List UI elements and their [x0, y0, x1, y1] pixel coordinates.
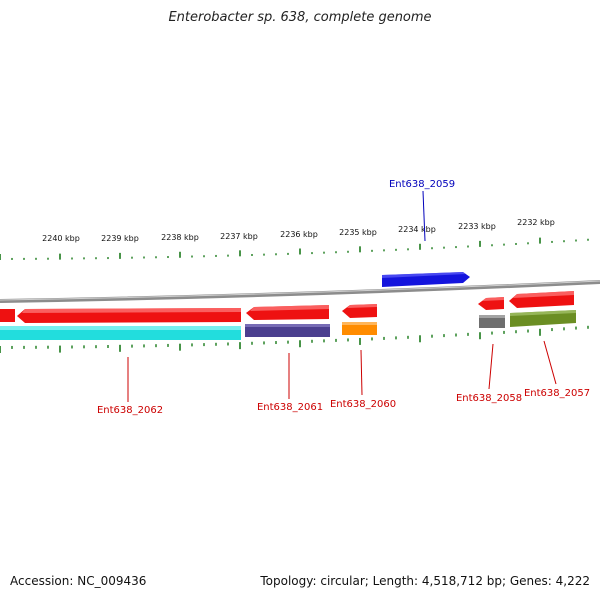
map-title: Enterobacter sp. 638, complete genome	[168, 10, 432, 25]
scale-label-2236: 2236 kbp	[280, 230, 318, 239]
gene-label-ent638-2061[interactable]: Ent638_2061	[257, 402, 323, 413]
cds-bar-ent638-2060[interactable]	[342, 322, 377, 335]
top-tick-marks	[0, 237, 589, 260]
gene-label-ent638-2057[interactable]: Ent638_2057	[524, 388, 590, 399]
scale-label-2232: 2232 kbp	[517, 218, 555, 227]
scale-label-2240: 2240 kbp	[42, 234, 80, 243]
gene-labels: Ent638_2062 Ent638_2061 Ent638_2060 Ent6…	[97, 179, 590, 416]
accession-text: Accession: NC_009436	[10, 574, 147, 588]
scale-label-2238: 2238 kbp	[161, 233, 199, 242]
gene-label-ent638-2062[interactable]: Ent638_2062	[97, 405, 163, 416]
scale-label-2239: 2239 kbp	[101, 234, 139, 243]
forward-strand-features	[382, 272, 470, 287]
cds-bar-ent638-2058[interactable]	[479, 315, 505, 328]
cds-bar-ent638-2061[interactable]	[245, 324, 330, 337]
gene-label-ent638-2060[interactable]: Ent638_2060	[330, 399, 396, 410]
scale-label-2234: 2234 kbp	[398, 225, 436, 234]
scale-label-2237: 2237 kbp	[220, 232, 258, 241]
scale-label-2233: 2233 kbp	[458, 222, 496, 231]
bottom-tick-marks	[0, 325, 589, 353]
reverse-strand-features	[0, 291, 576, 340]
label-leader-lines	[127, 190, 557, 402]
gene-label-ent638-2058[interactable]: Ent638_2058	[456, 393, 522, 404]
genome-backbone	[0, 280, 600, 303]
gene-label-ent638-2059[interactable]: Ent638_2059	[389, 179, 455, 190]
scale-labels: 2240 kbp 2239 kbp 2238 kbp 2237 kbp 2236…	[42, 218, 555, 243]
scale-label-2235: 2235 kbp	[339, 228, 377, 237]
genome-summary-text: Topology: circular; Length: 4,518,712 bp…	[260, 574, 590, 588]
